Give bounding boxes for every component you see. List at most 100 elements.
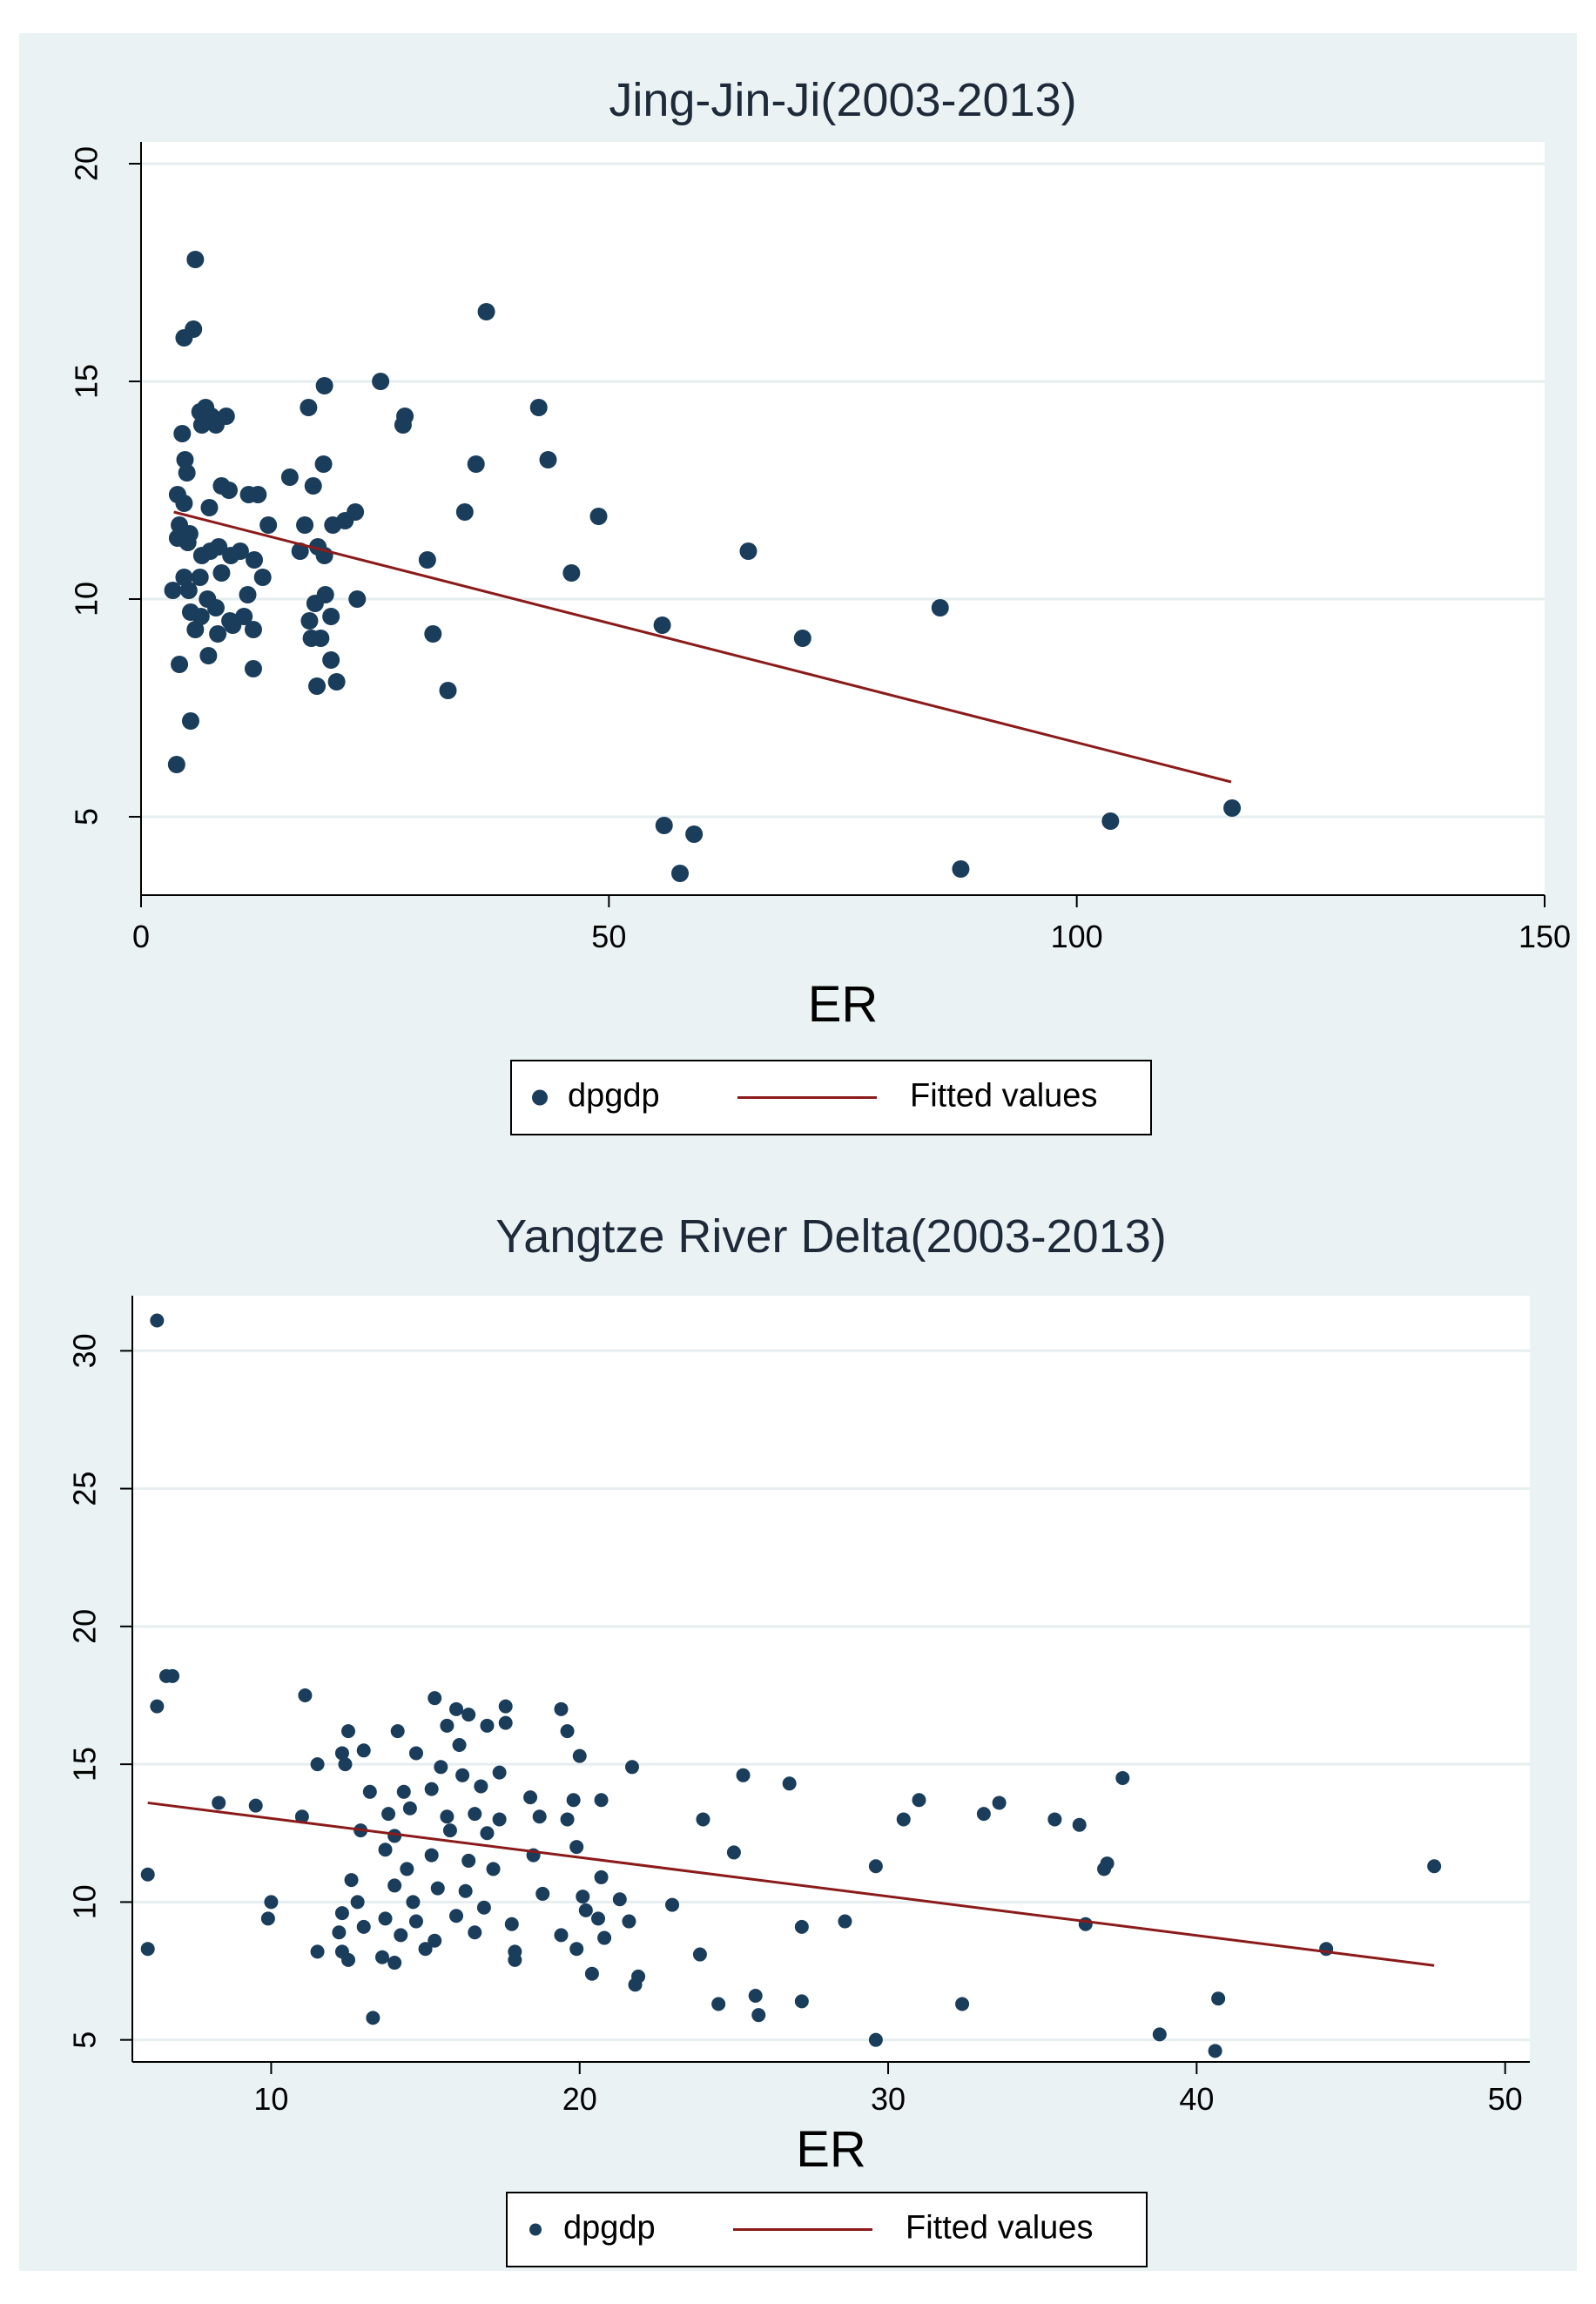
x-tick-label: 150 (1519, 919, 1571, 954)
data-point (192, 608, 210, 625)
data-point (523, 1790, 538, 1805)
data-point (140, 1867, 155, 1882)
data-point (976, 1807, 991, 1822)
data-point (434, 1760, 448, 1775)
legend-label-dpgdp: dpgdp (563, 2210, 656, 2247)
fitted-line (147, 1801, 1435, 1967)
figure-panel: Jing-Jin-Ji(2003-2013) 5 10 15 20 0 50 100 150 ER… (19, 33, 1577, 2271)
data-point (671, 865, 690, 882)
data-point (554, 1701, 569, 1716)
legend-label-fitted: Fitted values (906, 2210, 1093, 2247)
scatter-series-dpgdp (164, 251, 1242, 882)
data-point (685, 825, 704, 843)
data-point (476, 1900, 491, 1915)
y-tick-label: 5 (69, 808, 104, 825)
data-point (1211, 1991, 1226, 2006)
x-tick-label: 40 (1179, 2081, 1214, 2117)
data-point (175, 329, 193, 347)
data-point (529, 399, 548, 416)
data-point (374, 1950, 389, 1964)
data-point (179, 582, 198, 599)
data-point (209, 625, 227, 643)
data-point (362, 1784, 377, 1799)
data-point (655, 817, 673, 834)
data-point (449, 1909, 464, 1923)
data-point (569, 1840, 584, 1855)
data-point (322, 651, 340, 669)
data-point (259, 516, 278, 534)
data-point (356, 1919, 371, 1934)
data-point (492, 1765, 507, 1780)
data-point (140, 1942, 155, 1957)
data-point (181, 712, 199, 730)
x-tick-label: 100 (1051, 919, 1103, 954)
y-tick-label: 15 (69, 364, 104, 399)
data-point (492, 1812, 507, 1827)
data-point (176, 451, 194, 468)
data-point (1097, 1862, 1112, 1876)
data-point (310, 1944, 325, 1959)
data-point (428, 1933, 442, 1948)
data-point (896, 1812, 911, 1827)
data-point (1152, 2027, 1167, 2042)
data-point (322, 608, 340, 625)
plot-area (132, 1296, 1530, 2062)
y-tick-label: 10 (67, 1884, 103, 1919)
data-point (1427, 1859, 1442, 1874)
data-point (535, 1886, 550, 1901)
data-point (576, 1890, 590, 1904)
data-point (424, 1782, 439, 1796)
chart-jing-jin-ji: Jing-Jin-Ji(2003-2013) 5 10 15 20 0 50 100 150 ER… (69, 74, 1571, 1135)
data-point (406, 1895, 421, 1910)
data-point (560, 1812, 575, 1827)
legend-dot-marker (532, 1089, 548, 1106)
y-tick-label: 5 (67, 2031, 103, 2049)
data-point (468, 1925, 482, 1940)
data-point (341, 1724, 356, 1739)
data-point (296, 516, 314, 534)
data-point (486, 1862, 501, 1876)
data-point (220, 482, 239, 499)
data-point (794, 1919, 809, 1934)
chart-yangtze-river-delta: Yangtze River Delta(2003-2013) 5 10 15 20 25 3… (67, 1210, 1530, 2267)
data-point (186, 621, 205, 638)
data-point (191, 569, 209, 586)
data-point (594, 1793, 609, 1808)
data-point (408, 1746, 423, 1761)
data-point (439, 682, 457, 699)
x-tick-label: 20 (562, 2081, 597, 2117)
data-point (452, 1737, 467, 1752)
data-point (210, 538, 228, 556)
y-tick-label: 25 (67, 1472, 103, 1506)
data-point (912, 1793, 926, 1808)
data-point (442, 1823, 457, 1838)
data-point (424, 625, 442, 643)
data-point (751, 2008, 766, 2023)
x-axis-label: ER (808, 976, 879, 1033)
data-point (736, 1768, 751, 1782)
data-point (347, 503, 365, 521)
data-point (173, 425, 192, 442)
legend: dpgdp Fitted values (510, 1060, 1152, 1135)
data-point (298, 1688, 313, 1702)
data-point (378, 1843, 393, 1857)
plot-area (141, 142, 1545, 895)
data-point (206, 599, 225, 616)
data-point (378, 1911, 393, 1926)
data-point (711, 1997, 726, 2011)
data-point (597, 1930, 612, 1945)
data-point (175, 495, 193, 512)
y-tick-label: 10 (69, 582, 104, 616)
data-point (449, 1701, 464, 1716)
data-point (165, 1668, 180, 1683)
data-point (244, 660, 262, 677)
data-point (539, 451, 557, 468)
data-point (504, 1917, 519, 1931)
data-point (1223, 799, 1242, 817)
data-point (217, 408, 235, 425)
data-point (304, 477, 322, 495)
data-point (400, 1862, 414, 1876)
data-point (178, 534, 197, 551)
data-point (1072, 1817, 1087, 1832)
data-point (310, 1757, 325, 1772)
